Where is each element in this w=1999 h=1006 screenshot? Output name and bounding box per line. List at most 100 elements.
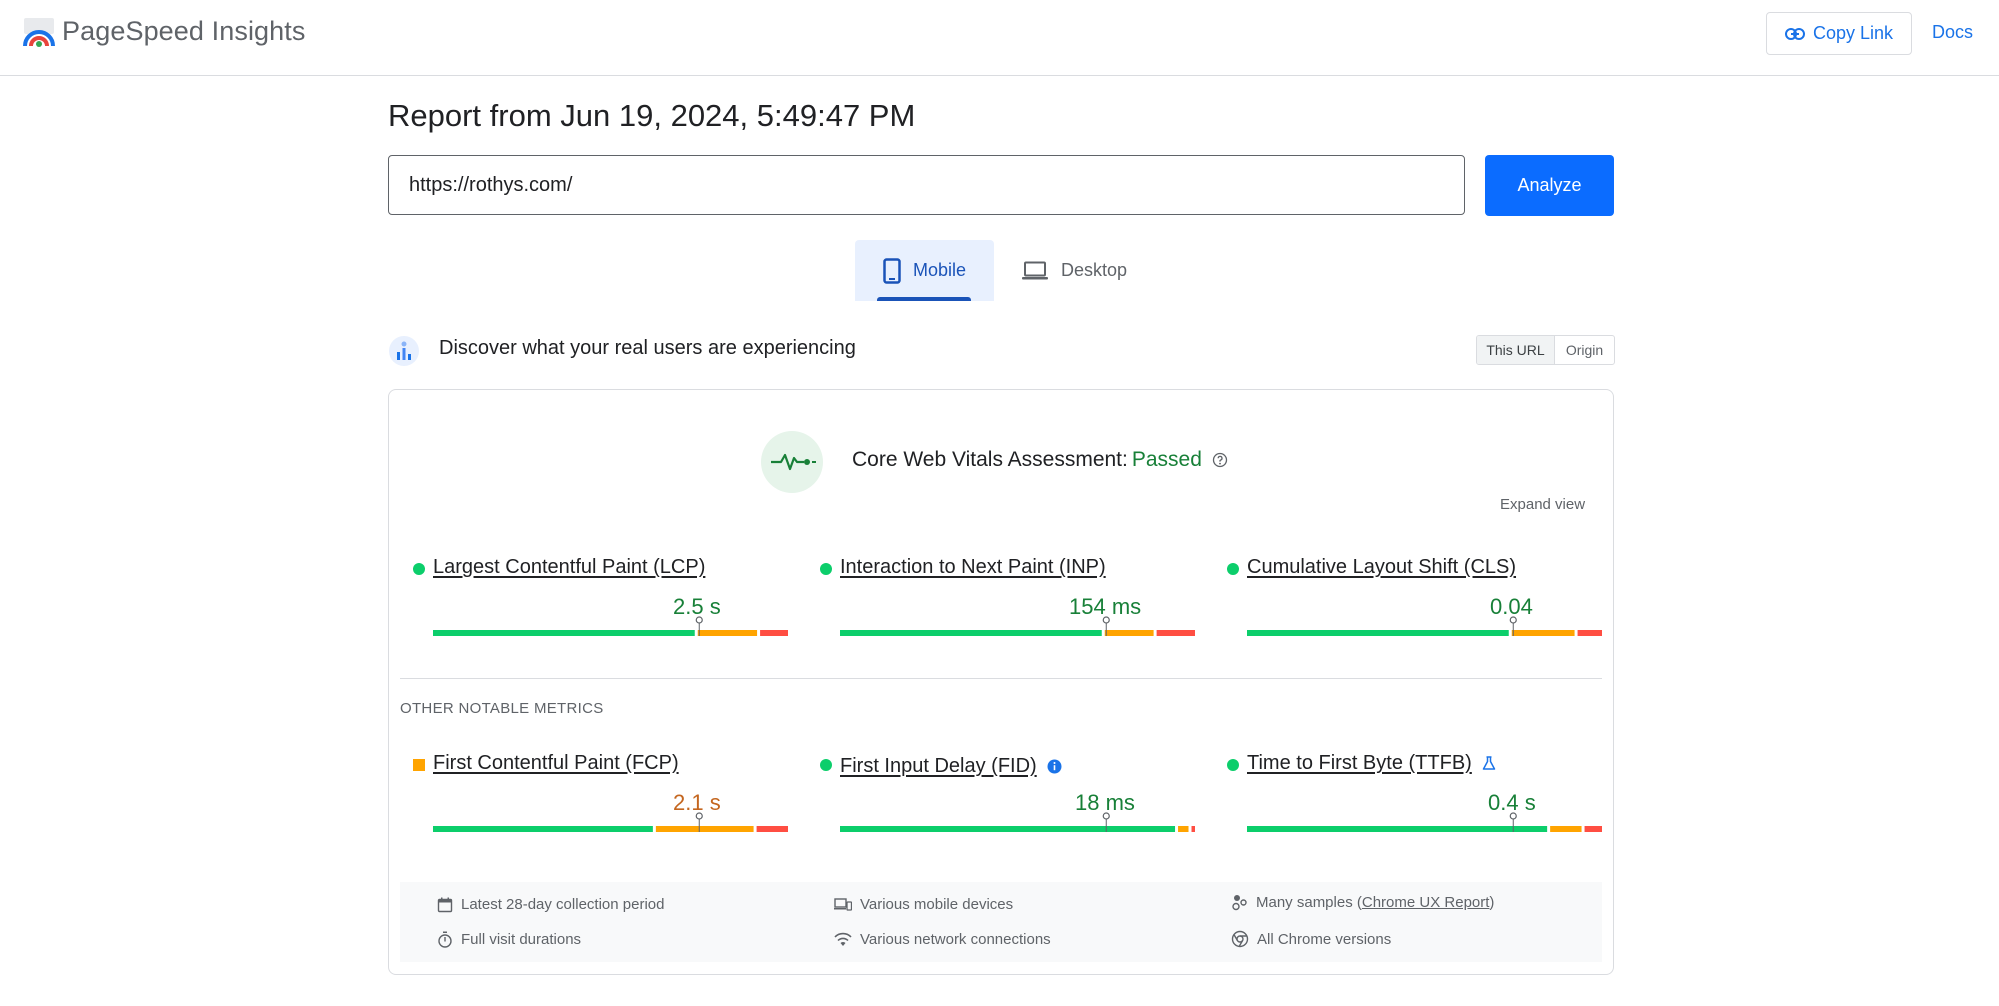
tab-mobile-label: Mobile [912, 260, 967, 280]
copy-link-button[interactable]: Copy Link [1766, 12, 1912, 55]
good-segment [840, 826, 1176, 832]
chrome-ux-report-link[interactable]: Chrome UX Report [1361, 894, 1490, 911]
distribution-bar [840, 616, 1195, 636]
p75-marker-icon [1102, 812, 1110, 820]
poor-segment [1191, 826, 1195, 832]
average-segment [1511, 630, 1575, 636]
expand-view-link[interactable]: Expand view [1500, 496, 1586, 513]
poor-segment [760, 630, 788, 636]
metric-fcp: First Contentful Paint (FCP) 2.1 s [413, 752, 788, 832]
good-segment [1247, 826, 1548, 832]
field-data-info [400, 882, 1602, 962]
good-segment [433, 630, 695, 636]
metric-value: 0.4 s [1488, 790, 1536, 815]
info-collection-period-text: Latest 28-day collection period [461, 896, 665, 913]
good-segment [433, 826, 653, 832]
metric-value: 154 ms [1069, 594, 1142, 619]
p75-marker-icon [1102, 616, 1110, 624]
p75-marker-icon [1509, 616, 1517, 624]
status-dot-icon [820, 759, 832, 771]
poor-segment [1156, 630, 1195, 636]
average-segment [1178, 826, 1189, 832]
average-segment [1550, 826, 1582, 832]
calendar-icon [437, 897, 453, 912]
metric-cls: Cumulative Layout Shift (CLS) 0.04 [1227, 556, 1602, 636]
cwv-assessment-result: Passed [1131, 448, 1202, 471]
metric-name-link[interactable]: First Input Delay (FID) [840, 755, 1062, 778]
devices-icon [834, 897, 852, 911]
other-metrics-label: OTHER NOTABLE METRICS [400, 700, 604, 717]
laptop-icon [1021, 261, 1048, 279]
metric-name-link[interactable]: Largest Contentful Paint (LCP) [433, 556, 705, 579]
info-devices-text: Various mobile devices [860, 896, 1014, 913]
metric-inp: Interaction to Next Paint (INP) 154 ms [820, 556, 1195, 636]
tab-mobile[interactable]: Mobile [855, 240, 994, 301]
scope-this-url[interactable]: This URL [1477, 336, 1555, 364]
info-chrome-versions: All Chrome versions [1231, 930, 1391, 948]
pulse-icon-badge [761, 431, 823, 493]
field-data-card [388, 389, 1614, 975]
help-icon[interactable] [1212, 452, 1228, 468]
metric-name-text: First Contentful Paint (FCP) [433, 752, 679, 774]
p75-marker-icon [695, 616, 703, 624]
phone-icon [883, 257, 901, 284]
info-samples: Many samples ( Chrome UX Report ) [1231, 894, 1494, 911]
info-visit-durations: Full visit durations [437, 931, 581, 948]
crux-icon [389, 336, 419, 366]
average-segment [655, 826, 754, 832]
metric-name-link[interactable]: Time to First Byte (TTFB) [1247, 752, 1496, 775]
app-title[interactable]: PageSpeed Insights [62, 16, 306, 46]
metric-name-link[interactable]: Cumulative Layout Shift (CLS) [1247, 556, 1516, 579]
status-dot-icon [413, 563, 425, 575]
info-samples-suffix: ) [1489, 894, 1495, 911]
info-chrome-versions-text: All Chrome versions [1257, 930, 1392, 948]
metric-name-link[interactable]: First Contentful Paint (FCP) [433, 752, 679, 775]
metric-value: 2.1 s [673, 790, 721, 815]
top-header [0, 0, 1999, 76]
metric-value: 0.04 [1490, 594, 1533, 619]
status-dot-icon [820, 563, 832, 575]
metric-name-text: Interaction to Next Paint (INP) [840, 556, 1106, 578]
status-square-icon [413, 759, 425, 771]
url-input[interactable] [388, 155, 1465, 215]
metric-name-text: First Input Delay (FID) [840, 755, 1037, 777]
poor-segment [756, 826, 788, 832]
distribution-bar [1247, 812, 1602, 832]
metric-name-text: Cumulative Layout Shift (CLS) [1247, 556, 1517, 578]
metric-fid: First Input Delay (FID) 18 ms [820, 752, 1195, 832]
poor-segment [1584, 826, 1602, 832]
metric-ttfb: Time to First Byte (TTFB) 0.4 s [1227, 752, 1602, 832]
copy-link-label: Copy Link [1812, 23, 1894, 43]
tab-desktop[interactable]: Desktop [1014, 240, 1134, 301]
distribution-bar [1247, 616, 1602, 636]
cwv-assessment-label: Core Web Vitals Assessment: [852, 448, 1128, 471]
distribution-bar [433, 812, 788, 832]
metric-name-link[interactable]: Interaction to Next Paint (INP) [840, 556, 1106, 579]
info-network-text: Various network connections [860, 931, 1051, 948]
logo-icon[interactable] [22, 18, 56, 48]
info-icon[interactable] [1047, 759, 1062, 774]
report-title: Report from Jun 19, 2024, 5:49:47 PM [388, 98, 916, 133]
metric-name-text: Largest Contentful Paint (LCP) [433, 556, 706, 578]
scope-origin[interactable]: Origin [1565, 342, 1604, 358]
pulse-icon [771, 453, 816, 471]
docs-link[interactable]: Docs [1932, 22, 1974, 42]
analyze-button[interactable]: Analyze [1485, 155, 1614, 216]
average-segment [697, 630, 758, 636]
metric-value: 18 ms [1075, 790, 1135, 815]
flask-icon [1482, 756, 1496, 770]
info-network: Various network connections [834, 931, 1051, 948]
average-segment [1104, 630, 1154, 636]
info-samples-prefix: Many samples ( [1256, 894, 1362, 911]
distribution-bar [433, 616, 788, 636]
metric-lcp: Largest Contentful Paint (LCP) 2.5 s [413, 556, 788, 636]
metric-value: 2.5 s [673, 594, 721, 619]
chrome-icon [1231, 930, 1249, 948]
info-visit-durations-text: Full visit durations [461, 931, 582, 948]
metric-name-text: Time to First Byte (TTFB) [1247, 752, 1472, 774]
section-divider [400, 678, 1602, 679]
poor-segment [1577, 630, 1602, 636]
status-dot-icon [1227, 759, 1239, 771]
scope-toggle: This URL Origin [1476, 335, 1615, 365]
tab-selected-indicator [877, 297, 971, 301]
